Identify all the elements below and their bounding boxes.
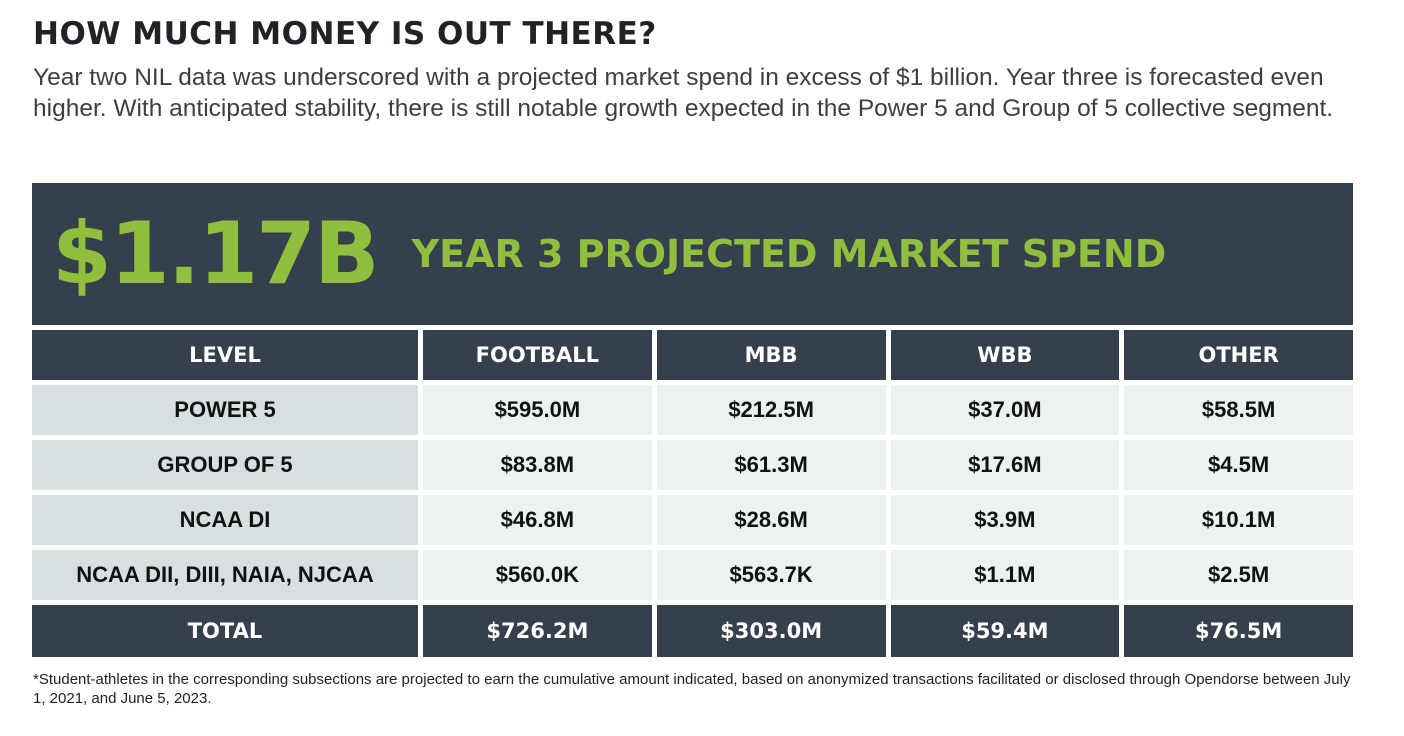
market-spend-banner: $1.17B YEAR 3 PROJECTED MARKET SPEND	[32, 183, 1353, 325]
table-cell: $61.3M	[656, 440, 886, 490]
row-label: POWER 5	[32, 385, 418, 435]
total-label: TOTAL	[32, 605, 418, 657]
table-cell: $563.7K	[656, 550, 886, 600]
column-header: OTHER	[1124, 330, 1353, 380]
table-cell: $58.5M	[1124, 385, 1353, 435]
table-cell: $1.1M	[890, 550, 1120, 600]
column-header: WBB	[890, 330, 1120, 380]
table-cell: $17.6M	[890, 440, 1120, 490]
row-label: NCAA DI	[32, 495, 418, 545]
table-cell: $2.5M	[1124, 550, 1353, 600]
column-header: MBB	[656, 330, 886, 380]
intro-paragraph: Year two NIL data was underscored with a…	[33, 64, 1334, 122]
table-cell: $4.5M	[1124, 440, 1353, 490]
total-cell: $726.2M	[423, 605, 652, 657]
table-cell: $37.0M	[890, 385, 1120, 435]
table-cell: $28.6M	[656, 495, 886, 545]
table-cell: $46.8M	[423, 495, 652, 545]
column-header: FOOTBALL	[423, 330, 652, 380]
table-cell: $10.1M	[1124, 495, 1353, 545]
table-cell: $595.0M	[423, 385, 652, 435]
page-title: HOW MUCH MONEY IS OUT THERE?	[33, 16, 657, 52]
total-cell: $76.5M	[1124, 605, 1353, 657]
total-cell: $59.4M	[890, 605, 1120, 657]
column-header: LEVEL	[32, 330, 418, 380]
market-spend-label: YEAR 3 PROJECTED MARKET SPEND	[411, 232, 1167, 276]
total-cell: $303.0M	[656, 605, 886, 657]
table-cell: $83.8M	[423, 440, 652, 490]
row-label: GROUP OF 5	[32, 440, 418, 490]
market-spend-amount: $1.17B	[52, 204, 380, 304]
table-cell: $560.0K	[423, 550, 652, 600]
market-spend-table: LEVEL FOOTBALL MBB WBB OTHER POWER 5 $595.0M $2…	[32, 330, 1353, 657]
row-label: NCAA DII, DIII, NAIA, NJCAA	[32, 550, 418, 600]
table-cell: $212.5M	[656, 385, 886, 435]
table-cell: $3.9M	[890, 495, 1120, 545]
footnote: *Student-athletes in the corresponding s…	[33, 671, 1351, 707]
